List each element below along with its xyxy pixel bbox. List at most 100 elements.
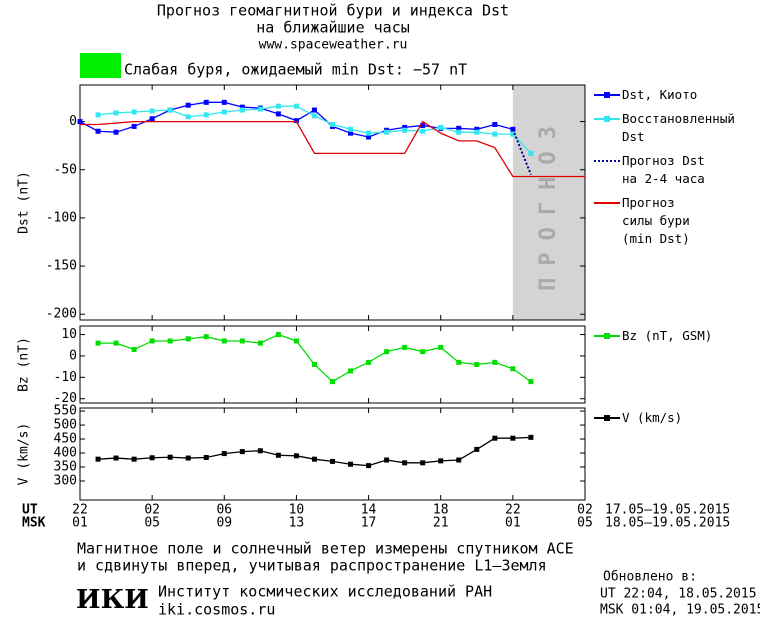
data-point <box>384 457 390 463</box>
legend-sample <box>592 110 622 128</box>
data-point <box>492 435 498 441</box>
data-point <box>185 102 191 108</box>
data-point <box>95 128 101 134</box>
data-point <box>149 338 155 344</box>
url: www.spaceweather.ru <box>259 38 408 53</box>
x-tick-label: 22 <box>72 503 88 518</box>
data-point <box>474 362 480 367</box>
legend-sample <box>592 194 622 212</box>
data-point <box>492 121 498 127</box>
updated-msk: MSK 01:04, 19.05.2015 <box>600 603 760 618</box>
data-point <box>131 347 137 353</box>
y-tick-label: 550 <box>54 404 77 419</box>
x-tick-label-msk: 05 <box>144 516 160 531</box>
note: и сдвинуты вперед, учитывая распростране… <box>77 557 547 575</box>
y-axis-label: Bz (nT) <box>17 337 32 392</box>
data-point <box>438 344 444 350</box>
data-point <box>528 434 534 440</box>
updated-label: Обновлено в: <box>603 570 697 585</box>
data-point <box>330 121 335 127</box>
x-label-msk: MSK <box>22 516 46 531</box>
x-tick-label: 14 <box>361 503 377 518</box>
x-tick-label-msk: 01 <box>505 516 521 531</box>
data-point <box>402 124 408 130</box>
status-indicator <box>80 53 121 78</box>
data-point <box>402 127 408 133</box>
y-tick-label: 450 <box>54 432 77 447</box>
data-point <box>348 126 354 132</box>
data-point <box>311 107 317 113</box>
data-point <box>474 446 480 452</box>
data-point <box>420 460 426 466</box>
y-axis-label: V (km/s) <box>17 423 32 486</box>
legend-sample <box>592 86 622 104</box>
x-tick-label: 06 <box>216 503 232 518</box>
y-tick-label: 0 <box>69 348 77 363</box>
legend-marker <box>604 92 610 98</box>
x-tick-label: 02 <box>144 503 160 518</box>
data-point <box>510 435 516 441</box>
data-point <box>275 452 281 458</box>
data-point <box>185 455 191 461</box>
legend-entry: Dst, Киото <box>592 86 760 104</box>
data-point <box>185 114 191 120</box>
legend: Bz (nT, GSM) <box>592 327 760 345</box>
y-tick-label: -20 <box>54 391 77 406</box>
data-point <box>420 122 426 128</box>
y-tick-label: -10 <box>54 370 77 385</box>
data-point <box>221 338 227 344</box>
legend-line <box>594 202 620 204</box>
data-point <box>203 112 209 118</box>
legend-text: Dst, Киото <box>622 87 698 102</box>
x-tick-label: 22 <box>505 503 521 518</box>
data-point <box>203 334 209 340</box>
plot-frame <box>79 84 586 321</box>
series-line <box>511 128 532 175</box>
data-point <box>293 453 299 459</box>
legend-line <box>594 160 620 162</box>
legend-entry: Прогноз Dst на 2-4 часа <box>592 152 760 188</box>
site: iki.cosmos.ru <box>158 601 275 619</box>
y-tick-label: -150 <box>46 259 77 274</box>
data-point <box>149 108 155 114</box>
data-point <box>221 451 227 457</box>
data-point <box>456 129 462 135</box>
data-point <box>420 128 426 134</box>
institute: Институт космических исследований РАН <box>158 583 492 601</box>
legend-text: Прогноз силы бури (min Dst) <box>622 195 690 246</box>
data-point <box>456 359 462 365</box>
data-point <box>438 458 444 464</box>
data-point <box>149 455 155 461</box>
title: Прогноз геомагнитной бури и индекса Dst <box>157 2 509 20</box>
date-range-msk: 18.05–19.05.2015 <box>605 516 730 531</box>
legend: V (km/s) <box>592 409 760 427</box>
legend-sample <box>592 327 622 345</box>
data-point <box>456 457 462 463</box>
series-line <box>98 333 532 383</box>
data-point <box>510 366 516 372</box>
data-point <box>366 134 372 140</box>
data-point <box>275 332 281 338</box>
data-point <box>474 129 480 135</box>
legend: Dst, Киото Восстановленный Dst Прогноз Dst… <box>592 86 760 248</box>
data-point <box>275 111 281 117</box>
data-point <box>131 456 137 462</box>
updated-ut: UT 22:04, 18.05.2015 <box>600 587 757 602</box>
data-point <box>113 110 119 116</box>
data-point <box>113 340 119 346</box>
data-point <box>95 112 101 118</box>
note: Магнитное поле и солнечный ветер измерен… <box>77 540 574 558</box>
x-tick-label-msk: 09 <box>216 516 232 531</box>
y-axis-label: Dst (nT) <box>17 171 32 234</box>
plot-frame <box>79 407 586 501</box>
data-point <box>149 116 155 122</box>
data-point <box>402 344 408 350</box>
data-point <box>293 118 299 124</box>
title: на ближайшие часы <box>256 19 410 37</box>
data-point <box>131 109 137 115</box>
x-label-ut: UT <box>22 503 38 518</box>
y-tick-label: -200 <box>46 307 77 322</box>
data-point <box>257 340 263 346</box>
